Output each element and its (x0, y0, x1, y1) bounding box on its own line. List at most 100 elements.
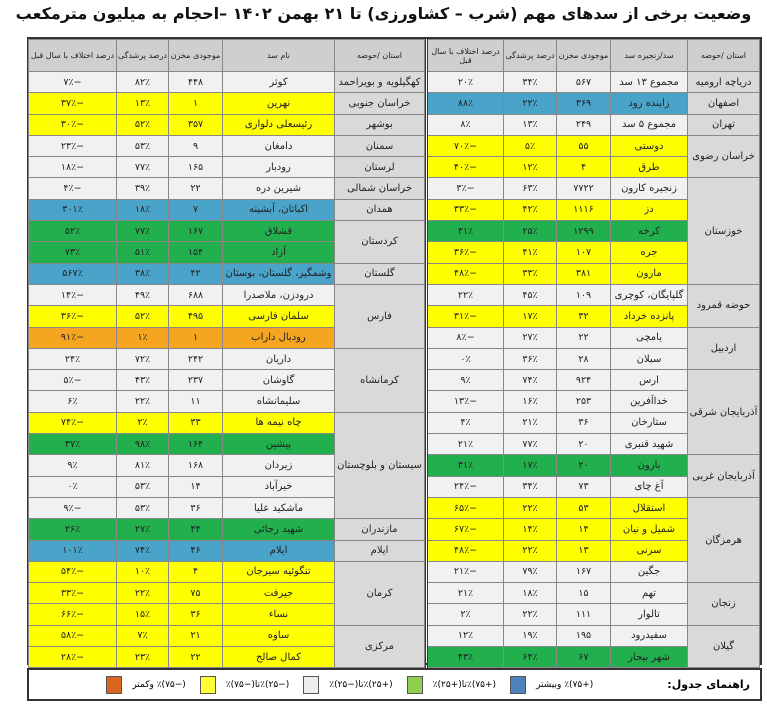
dam-cell: دز (610, 198, 688, 222)
volume-cell: ۷۳ (556, 475, 611, 498)
province-cell: فارس (334, 283, 425, 349)
fill-cell: ۲۲٪ (503, 496, 557, 520)
change-cell: ۸۸٪ (426, 92, 504, 115)
table-row: پانزده خرداد ۳۲ ۱۷٪ −۳۱٪ (426, 305, 760, 328)
change-cell: ۲۶٪ (28, 518, 117, 541)
volume-cell: ۶۷ (556, 646, 611, 669)
change-cell: −۸٪ (426, 326, 504, 349)
province-cell: خراسان رضوی (687, 134, 760, 179)
column-header-dam: سد/زنجیره سد (610, 39, 688, 72)
province-cell: گلستان (334, 262, 425, 285)
change-cell: −۵۴٪ (28, 560, 117, 584)
table-row: شمیل و نیان ۱۴ ۱۴٪ −۶۷٪ (426, 518, 760, 541)
dam-cell: سفیدرود (610, 624, 688, 648)
fill-cell: ۳۴٪ (503, 475, 557, 498)
change-cell: ۰٪ (28, 475, 117, 498)
province-cell: اردبیل (687, 326, 760, 371)
volume-cell: ۱۶۷ (168, 220, 223, 243)
volume-cell: ۴۴۸ (168, 70, 223, 94)
fill-cell: ۵۳٪ (116, 134, 169, 158)
table-row: خراسان رضوی دوستی ۵۵ ۵٪ −۷۰٪ (426, 134, 760, 179)
fill-cell: ۲۲٪ (503, 92, 557, 115)
fill-cell: ۴۵٪ (503, 283, 557, 307)
fill-cell: ۶۴٪ (503, 646, 557, 669)
volume-cell: ۱۱۱ (556, 603, 611, 626)
volume-cell: ۱۱۱۶ (556, 198, 611, 222)
dam-cell: کرخه (610, 220, 688, 243)
dam-cell: کوثر (222, 70, 335, 94)
volume-cell: ۱۱ (168, 390, 223, 413)
fill-cell: ۱۲٪ (503, 156, 557, 179)
table-row: خراسان جنوبی نهرین ۱ ۱۳٪ −۳۷٪ (28, 92, 425, 115)
dam-cell: رودبار (222, 156, 335, 179)
change-cell: −۳٪ (426, 177, 504, 200)
province-cell: حوضه قمرود (687, 283, 760, 328)
dam-cell: دوستی (610, 134, 688, 158)
change-cell: −۳۷٪ (28, 92, 117, 115)
legend-item: (+۷۵)٪ وبیشتر (510, 675, 593, 694)
fill-cell: ۱۳٪ (116, 92, 169, 115)
province-cell: اصفهان (687, 92, 760, 115)
table-row: آذربایجان غربی بارون ۲۰ ۱۷٪ ۳۱٪ (426, 454, 760, 498)
dam-cell: خداآفرین (610, 390, 688, 413)
dam-cell: نساء (222, 603, 335, 626)
volume-cell: ۱۳ (556, 539, 611, 562)
volume-cell: ۱ (168, 92, 223, 115)
fill-cell: ۲۱٪ (503, 411, 557, 435)
change-cell: ۱۰۱٪ (28, 539, 117, 562)
table-row: رودبال داراب ۱ ۱٪ −۹۱٪ (28, 326, 425, 349)
dam-cell: تهم (610, 582, 688, 605)
change-cell: ۲۴٪ (28, 347, 117, 371)
province-cell: دریاچه ارومیه (687, 70, 760, 94)
change-cell: ۳۱٪ (426, 454, 504, 477)
fill-cell: ۷٪ (116, 624, 169, 648)
table-row: ایلام ایلام ۴۶ ۷۴٪ ۱۰۱٪ (28, 539, 425, 562)
table-row: سرنی ۱۳ ۲۲٪ −۴۸٪ (426, 539, 760, 562)
change-cell: ۹٪ (28, 454, 117, 477)
volume-cell: ۱۴ (168, 475, 223, 498)
volume-cell: ۹۲۴ (556, 369, 611, 392)
dam-cell: دامغان (222, 134, 335, 158)
volume-cell: ۴۶ (168, 539, 223, 562)
dam-cell: جگین (610, 560, 688, 584)
fill-cell: ۱۶٪ (503, 390, 557, 413)
legend-label: (−۷۵)٪ وکمتر (132, 679, 186, 690)
dams-tables: استان /حوضه سد/زنجیره سد موجودی مخزن درصد پ… (27, 37, 762, 669)
table-row: پیشین ۱۶۴ ۹۸٪ ۳۷٪ (28, 433, 425, 456)
table-row: سیستان و بلوچستان چاه نیمه ها ۳۳ ۲٪ −۷۴٪ (28, 411, 425, 520)
volume-cell: ۱۵۴ (168, 241, 223, 264)
fill-cell: ۷۷٪ (116, 220, 169, 243)
province-cell: کردستان (334, 220, 425, 264)
fill-cell: ۲۵٪ (503, 220, 557, 243)
volume-cell: ۶۸۸ (168, 283, 223, 307)
change-cell: ۴۳٪ (426, 646, 504, 669)
dam-cell: پیشین (222, 433, 335, 456)
change-cell: ۰٪ (426, 347, 504, 371)
change-cell: ۷۳٪ (28, 241, 117, 264)
fill-cell: ۲۷٪ (503, 326, 557, 349)
fill-cell: ۳۹٪ (116, 177, 169, 200)
legend-item: (+۲۵)٪تا(−۲۵)٪ (303, 675, 393, 694)
column-header-change: درصد اختلاف با سال قبل (28, 39, 117, 72)
table-row: خیرآباد ۱۴ ۵۳٪ ۰٪ (28, 475, 425, 498)
volume-cell: ۱۰۹ (556, 283, 611, 307)
change-cell: −۲۳٪ (28, 134, 117, 158)
table-row: آذربایجان شرقی ارس ۹۲۴ ۷۴٪ ۹٪ (426, 369, 760, 456)
fill-cell: ۲٪ (116, 411, 169, 435)
change-cell: ۲۲٪ (426, 283, 504, 307)
fill-cell: ۱٪ (116, 326, 169, 349)
dam-cell: زیردان (222, 454, 335, 477)
dam-cell: یامچی (610, 326, 688, 349)
change-cell: −۴۰٪ (426, 156, 504, 179)
change-cell: ۶٪ (28, 390, 117, 413)
table-row: کهگیلویه و بویراحمد کوثر ۴۴۸ ۸۲٪ −۷٪ (28, 70, 425, 94)
change-cell: −۳۰٪ (28, 113, 117, 136)
volume-cell: ۷۷۲۲ (556, 177, 611, 200)
table-row: آزاد ۱۵۴ ۵۱٪ ۷۳٪ (28, 241, 425, 264)
change-cell: −۶۶٪ (28, 603, 117, 626)
fill-cell: ۸۲٪ (116, 70, 169, 94)
change-cell: ۳۰۱٪ (28, 198, 117, 222)
fill-cell: ۷۷٪ (503, 433, 557, 456)
province-cell: خوزستان (687, 177, 760, 285)
fill-cell: ۱۴٪ (503, 518, 557, 541)
